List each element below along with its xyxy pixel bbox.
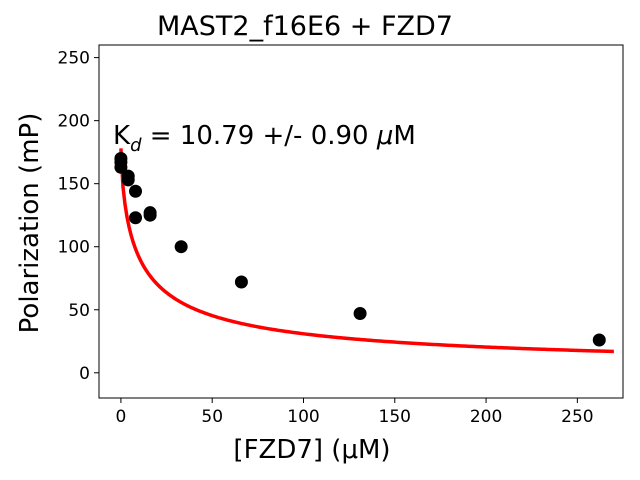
- x-axis: 0 50 100 150 200 250: [115, 398, 594, 427]
- x-tick-label: 0: [115, 407, 126, 427]
- axes-frame: [98, 44, 624, 399]
- data-point: [592, 333, 606, 347]
- x-axis-label: [FZD7] (μM): [233, 435, 390, 465]
- kd-annotation: Kd = 10.79 +/- 0.90 μM: [113, 121, 416, 156]
- y-axis-label: Polarization (mP): [15, 113, 45, 334]
- y-tick-label: 250: [58, 49, 90, 69]
- y-tick-label: 150: [58, 175, 90, 195]
- data-point: [234, 275, 248, 289]
- x-tick-label: 100: [287, 407, 319, 427]
- data-point: [129, 211, 143, 225]
- y-tick-label: 0: [79, 364, 90, 384]
- x-tick-label: 50: [201, 407, 223, 427]
- y-axis: 0 50 100 150 200 250: [58, 49, 99, 384]
- fit-curve: [119, 148, 614, 354]
- kd-annotation-mu: μ: [376, 121, 394, 151]
- data-point: [129, 184, 143, 198]
- kd-annotation-k: K: [113, 121, 131, 151]
- chart-title: MAST2_f16E6 + FZD7: [157, 11, 453, 42]
- plot-area: [114, 148, 614, 354]
- y-tick-label: 200: [58, 112, 90, 132]
- data-point: [143, 208, 157, 222]
- kd-annotation-unit: M: [393, 121, 415, 151]
- kd-annotation-value: = 10.79 +/- 0.90: [142, 121, 377, 151]
- x-tick-label: 250: [561, 407, 593, 427]
- y-tick-label: 100: [58, 238, 90, 258]
- y-tick-label: 50: [68, 301, 90, 321]
- data-point: [353, 307, 367, 321]
- data-point: [174, 240, 188, 254]
- data-point: [114, 160, 128, 174]
- kd-annotation-sub: d: [130, 135, 142, 156]
- x-tick-label: 150: [379, 407, 411, 427]
- x-tick-label: 200: [470, 407, 502, 427]
- data-point: [121, 173, 135, 187]
